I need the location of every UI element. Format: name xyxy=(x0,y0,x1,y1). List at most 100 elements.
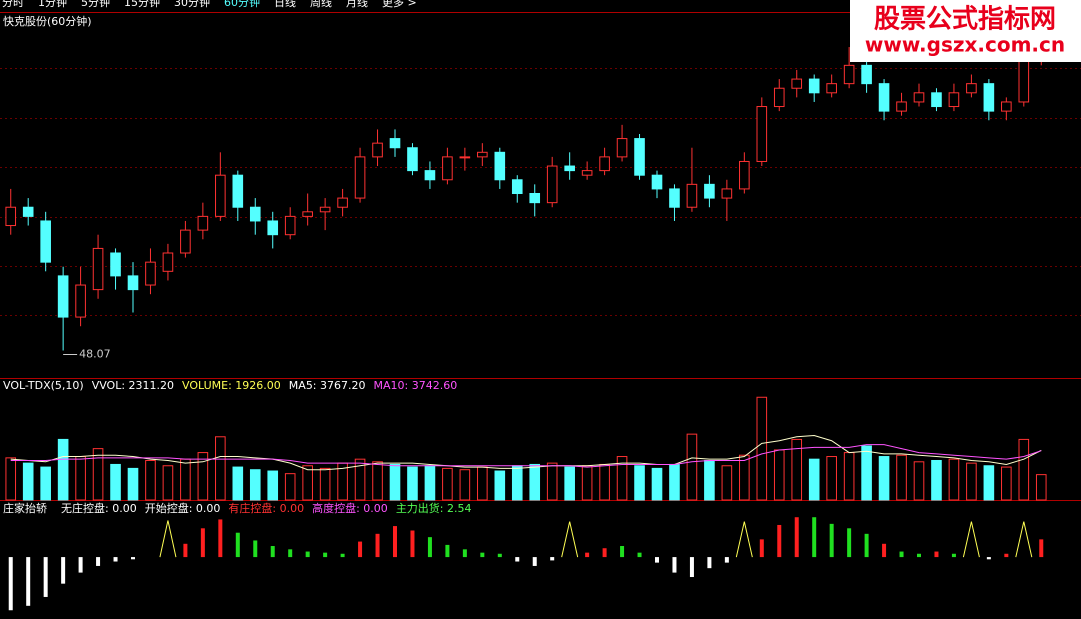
volume-bar xyxy=(843,452,855,501)
volume-bar xyxy=(511,465,523,501)
volume-bar xyxy=(704,459,715,501)
indicator-bar xyxy=(917,553,921,558)
peak-marker xyxy=(561,521,579,558)
volume-bar xyxy=(22,462,34,501)
indicator-bar xyxy=(672,557,677,573)
volume-bar xyxy=(529,463,541,501)
candle-body xyxy=(1018,60,1030,103)
volume-bar xyxy=(424,465,436,501)
indicator-bar xyxy=(515,557,520,562)
volume-bar xyxy=(284,473,296,501)
indicator-bar xyxy=(620,546,625,558)
candle-body xyxy=(162,252,174,272)
indicator-bar xyxy=(864,533,869,558)
candle-body xyxy=(127,275,139,291)
candle-body xyxy=(75,284,86,318)
candle-body xyxy=(57,275,69,318)
volume-bar xyxy=(494,470,506,501)
menu-item[interactable]: 日线 xyxy=(274,0,296,9)
indicator-bar xyxy=(602,548,607,558)
menu-item[interactable]: 更多 > xyxy=(382,0,417,9)
candle-body xyxy=(249,206,261,222)
candle-body xyxy=(145,261,156,286)
volume-bar xyxy=(896,454,907,501)
volume-bar xyxy=(215,436,226,501)
candle-body xyxy=(791,78,803,89)
volume-bar xyxy=(110,463,121,501)
volume-bar xyxy=(249,469,261,501)
indicator-bar xyxy=(26,557,31,606)
candle-body xyxy=(389,138,401,149)
legend-entry: VVOL: 2311.20 xyxy=(92,379,174,392)
candle-body xyxy=(599,156,610,172)
menu-item[interactable]: 5分钟 xyxy=(81,0,110,9)
ma-line xyxy=(10,444,1042,468)
volume-bar xyxy=(92,448,104,501)
indicator-bar xyxy=(113,557,118,562)
indicator-bar xyxy=(200,528,205,558)
menu-item[interactable]: 30分钟 xyxy=(174,0,210,9)
candle-body xyxy=(92,247,104,291)
menu-item[interactable]: 周线 xyxy=(310,0,332,9)
legend-entry: MA5: 3767.20 xyxy=(289,379,366,392)
volume-bar xyxy=(180,458,191,501)
volume-bar xyxy=(145,459,156,501)
indicator-bar xyxy=(131,557,135,560)
indicator-bar xyxy=(340,553,345,558)
candle-body xyxy=(861,64,872,85)
candle-body xyxy=(477,151,488,158)
volume-bar xyxy=(407,466,418,501)
watermark-box xyxy=(850,0,1081,62)
indicator-bar xyxy=(794,517,799,558)
volume-bar xyxy=(372,461,383,501)
candle-body xyxy=(22,206,34,217)
volume-bar xyxy=(267,470,279,501)
candle-body xyxy=(948,92,960,108)
candle-body xyxy=(581,170,593,176)
volume-bar xyxy=(669,463,680,501)
volume-bar xyxy=(442,467,453,501)
candle-body xyxy=(704,183,715,199)
indicator-bar xyxy=(689,557,694,578)
indicator-bar xyxy=(707,557,712,569)
legend-entry: 有庄控盘: 0.00 xyxy=(228,501,304,515)
indicator-bar xyxy=(637,552,642,558)
chart-title: 快克股份(60分钟) xyxy=(3,14,92,28)
volume-bar xyxy=(57,438,69,501)
menu-item[interactable]: 月线 xyxy=(346,0,368,9)
candle-body xyxy=(215,174,226,217)
indicator-bar xyxy=(235,532,240,558)
legend-entry: VOL-TDX(5,10) xyxy=(3,379,84,392)
menu-item[interactable]: 15分钟 xyxy=(124,0,160,9)
menu-item[interactable]: 1分钟 xyxy=(38,0,67,9)
volume-bar xyxy=(948,458,960,501)
candle-body xyxy=(232,174,244,208)
indicator-bar xyxy=(812,517,817,558)
watermark-title: 股票公式指标网 xyxy=(874,5,1056,35)
peak-marker xyxy=(159,520,177,558)
indicator-bar xyxy=(1039,539,1044,558)
indicator-bar xyxy=(253,540,258,558)
candle-body xyxy=(110,252,121,277)
indicator-bar xyxy=(497,553,502,558)
candle-body xyxy=(616,138,628,158)
volume-bar xyxy=(5,457,17,501)
watermark-url: www.gszx.com.cn xyxy=(865,33,1065,57)
menu-item[interactable]: 分时 xyxy=(2,0,24,9)
legend-entry: 无庄控盘: 0.00 xyxy=(61,501,137,515)
candle-body xyxy=(267,220,279,236)
candle-body xyxy=(651,174,663,190)
candle-body xyxy=(180,229,191,254)
candle-body xyxy=(1001,101,1012,112)
menu-item[interactable]: 60分钟 xyxy=(224,0,260,9)
ma-line xyxy=(10,434,1042,471)
volume-bar xyxy=(721,465,733,501)
volume-bar xyxy=(983,465,995,501)
indicator-bar xyxy=(759,539,764,558)
candle-body xyxy=(424,170,436,181)
candle-body xyxy=(896,101,907,112)
volume-bar xyxy=(861,445,872,501)
candle-body xyxy=(878,83,890,112)
candle-body xyxy=(337,197,348,208)
candle-body xyxy=(5,206,17,227)
